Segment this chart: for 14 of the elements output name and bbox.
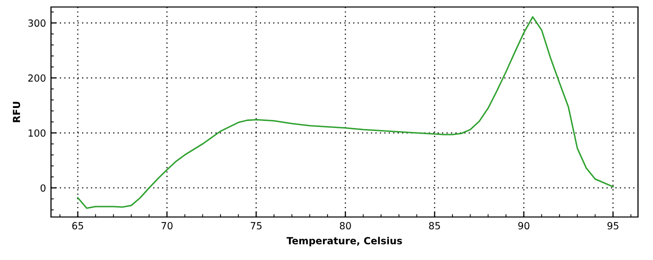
y-axis-title: RFU <box>12 102 20 122</box>
x-tick-label: 65 <box>72 222 84 230</box>
y-tick-label: 200 <box>28 74 46 82</box>
x-tick-label: 90 <box>518 222 530 230</box>
y-tick-label: 100 <box>28 129 46 137</box>
x-tick-label: 70 <box>162 222 173 230</box>
x-tick-label: 95 <box>607 222 618 230</box>
x-tick-label: 80 <box>340 222 351 230</box>
line-series <box>77 16 614 209</box>
x-tick-label: 75 <box>250 222 262 230</box>
y-tick-label: 0 <box>40 184 46 192</box>
x-axis-title: Temperature, Celsius <box>286 236 402 246</box>
x-tick-label: 85 <box>429 222 440 230</box>
y-tick-label: 300 <box>28 19 46 27</box>
